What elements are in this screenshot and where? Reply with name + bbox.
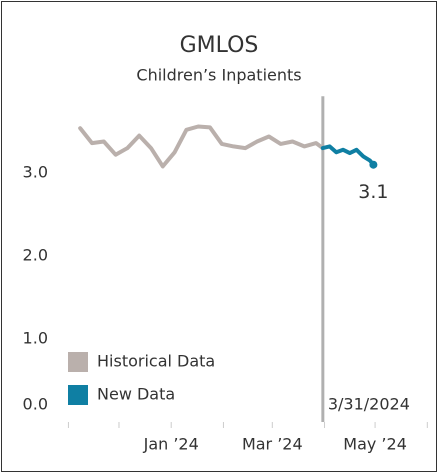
reference-label: 3/31/2024 [328,395,410,414]
line [320,144,376,167]
y-tick-label: 2.0 [23,246,48,265]
y-tick-label: 1.0 [23,329,48,348]
legend-swatch [68,352,88,372]
chart-subtitle: Children’s Inpatients [136,66,301,85]
legend-label: New Data [97,385,175,404]
legend-label: Historical Data [97,352,215,371]
x-tick-label: May ’24 [343,435,407,454]
line [78,124,325,169]
x-tick-label: Jan ’24 [143,435,199,454]
y-tick-label: 3.0 [23,163,48,182]
data-label: 3.1 [358,181,388,203]
end-point [369,160,378,169]
chart-title: GMLOS [180,33,259,58]
legend-swatch [68,385,88,405]
x-tick-label: Mar ’24 [242,435,303,454]
y-tick-label: 0.0 [23,395,48,414]
